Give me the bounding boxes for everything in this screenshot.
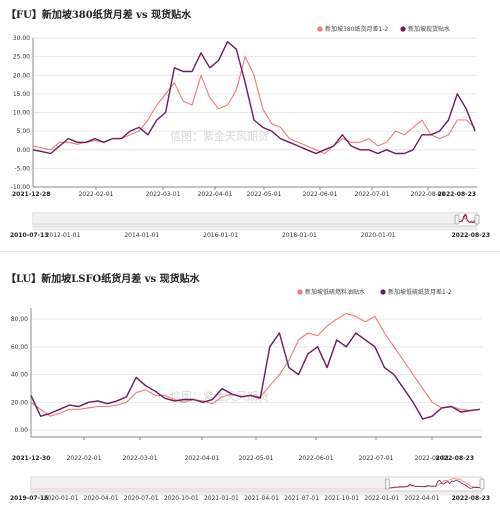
y-tick-label: 40.00 bbox=[11, 372, 28, 379]
navigator-tick-label: 2021-04-01 bbox=[244, 495, 279, 502]
navigator-tick-label: 2020-04-01 bbox=[84, 495, 119, 502]
legend-label[interactable]: 新加坡380纸货月差1-2 bbox=[325, 25, 388, 33]
y-tick-label: 0.00 bbox=[15, 427, 29, 434]
x-tick-label: 2022-06-01 bbox=[303, 191, 338, 198]
legend-marker[interactable] bbox=[297, 289, 303, 295]
navigator-tick-label: 2012-01-01 bbox=[46, 232, 81, 239]
x-tick-label: 2022-03-01 bbox=[123, 455, 158, 462]
navigator-scrollbar[interactable] bbox=[30, 491, 483, 496]
y-tick-label: -10.00 bbox=[11, 184, 31, 191]
panel-divider bbox=[0, 251, 500, 252]
legend-marker[interactable] bbox=[317, 26, 323, 32]
navigator-tick-label: 2020-10-01 bbox=[164, 495, 199, 502]
y-tick-label: 30.00 bbox=[13, 35, 30, 42]
series-line-2 bbox=[30, 332, 481, 420]
chart-title: 【LU】新加坡LSFO纸货月差 vs 现货贴水 bbox=[6, 274, 200, 285]
series-line-2 bbox=[32, 41, 476, 155]
navigator-series bbox=[387, 479, 483, 489]
navigator-handle[interactable] bbox=[384, 478, 390, 490]
chart-panel-lu: 【LU】新加坡LSFO纸货月差 vs 现货贴水 80.00 60.00 40.00 2… bbox=[0, 260, 500, 517]
x-tick-label: 2022-03-01 bbox=[146, 191, 181, 198]
navigator-tick-label: 2020-01-01 bbox=[44, 495, 79, 502]
legend-label[interactable]: 新加坡低硫燃料油贴水 bbox=[305, 288, 365, 296]
x-tick-label: 2022-08-01 bbox=[411, 191, 446, 198]
y-tick-label: 20.00 bbox=[11, 399, 28, 406]
navigator-tick-label: 2021-10-01 bbox=[324, 495, 359, 502]
x-tick-label: 2022-02-01 bbox=[67, 455, 102, 462]
x-tick-label: 2022-08-23 bbox=[436, 455, 474, 462]
navigator-tick-label: 2020-07-01 bbox=[124, 495, 159, 502]
y-tick-label: 10.00 bbox=[13, 110, 30, 117]
legend-marker[interactable] bbox=[380, 289, 386, 295]
navigator-mask bbox=[31, 477, 388, 491]
x-tick-label: 2022-04-01 bbox=[185, 455, 220, 462]
x-tick-label: 2021-12-28 bbox=[12, 191, 50, 198]
x-tick-label: 2021-12-30 bbox=[12, 455, 50, 462]
navigator-handle[interactable] bbox=[474, 214, 480, 225]
x-tick-label: 2022-07-01 bbox=[359, 455, 394, 462]
legend-label[interactable]: 新加坡低硫纸货月差1-2 bbox=[388, 288, 452, 296]
y-tick-label: 5.00 bbox=[17, 128, 31, 135]
navigator-tick-label: 2010-07-13 bbox=[10, 232, 48, 239]
navigator-tick-label: 2014-01-01 bbox=[124, 232, 159, 239]
navigator-tick-label: 2018-01-01 bbox=[282, 232, 317, 239]
navigator-tick-label: 2021-07-01 bbox=[284, 495, 319, 502]
y-tick-label: 80.00 bbox=[11, 316, 28, 323]
x-tick-label: 2022-04-01 bbox=[198, 191, 233, 198]
x-tick-label: 2022-07-01 bbox=[355, 191, 390, 198]
navigator-tick-label: 2021-01-01 bbox=[204, 495, 239, 502]
navigator-scrollbar[interactable] bbox=[32, 226, 478, 231]
x-tick-label: 2022-05-01 bbox=[239, 455, 274, 462]
y-tick-label: -5.00 bbox=[14, 165, 30, 172]
navigator-tick-label: 2020-01-01 bbox=[361, 232, 396, 239]
x-tick-label: 2022-08-01 bbox=[415, 455, 450, 462]
watermark-text: 信图：紫金天风期货 bbox=[170, 129, 269, 143]
legend-marker[interactable] bbox=[400, 26, 406, 32]
chart-fu: 30.00 25.00 20.00 15.00 10.00 5.00 0.00 -5.00 -1… bbox=[10, 25, 490, 239]
navigator-mask bbox=[33, 213, 458, 226]
chart-panel-fu: 【FU】新加坡380纸货月差 vs 现货贴水 30.00 25.00 20.00 15… bbox=[0, 0, 500, 248]
chart-lu: 80.00 60.00 40.00 20.00 0.00 2021-12-30 2022-0… bbox=[10, 288, 490, 502]
x-tick-label: 2022-02-01 bbox=[79, 191, 114, 198]
y-tick-label: 20.00 bbox=[13, 72, 30, 79]
x-tick-label: 2022-08-23 bbox=[438, 191, 476, 198]
navigator-handle[interactable] bbox=[454, 214, 460, 225]
y-tick-label: 60.00 bbox=[11, 344, 28, 351]
legend-label[interactable]: 新加坡现货贴水 bbox=[408, 25, 450, 33]
navigator-tick-label: 2022-04-01 bbox=[404, 495, 439, 502]
navigator-tick-label: 2016-01-01 bbox=[203, 232, 238, 239]
chart-title: 【FU】新加坡380纸货月差 vs 现货贴水 bbox=[6, 10, 192, 21]
y-tick-label: 0.00 bbox=[17, 147, 31, 154]
navigator-tick-label: 2022-08-23 bbox=[452, 232, 490, 239]
navigator-tick-label: 2022-01-01 bbox=[364, 495, 399, 502]
navigator-series bbox=[456, 213, 478, 223]
x-tick-label: 2022-05-01 bbox=[247, 191, 282, 198]
navigator-handle[interactable] bbox=[479, 478, 485, 490]
navigator-tick-label: 2019-07-15 bbox=[10, 495, 48, 502]
x-tick-label: 2022-06-01 bbox=[299, 455, 334, 462]
y-tick-label: 15.00 bbox=[13, 91, 30, 98]
y-tick-label: 25.00 bbox=[13, 54, 30, 61]
navigator-tick-label: 2022-08-23 bbox=[452, 495, 490, 502]
